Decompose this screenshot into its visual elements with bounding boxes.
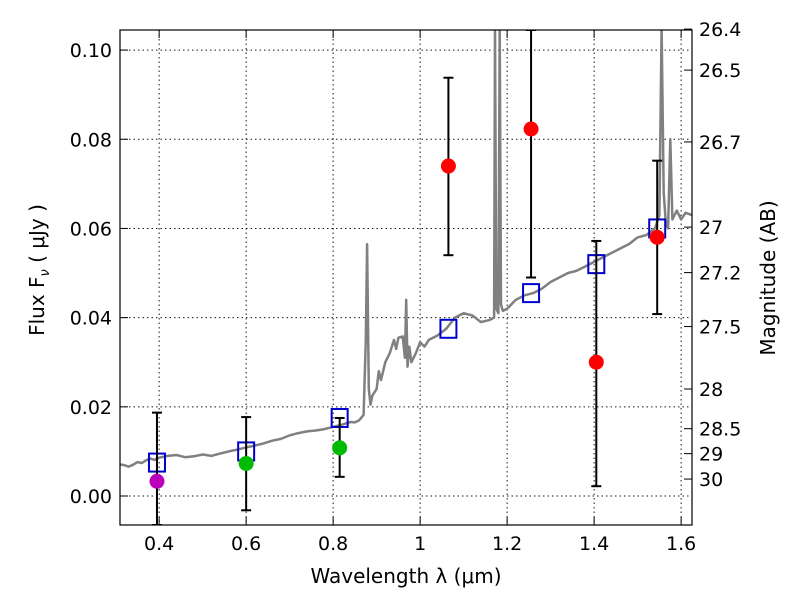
plot-area [120,30,692,525]
observed-point [523,121,539,137]
y-tick-label: 0.00 [70,486,112,508]
mag-tick-label: 27.2 [699,263,741,285]
x-tick-label: 1.2 [492,533,522,555]
mag-tick-label: 26.5 [699,60,741,82]
observed-point [440,158,456,174]
y-tick-label: 0.08 [70,129,112,151]
observed-point [649,229,665,245]
y2-axis-label: Magnitude (AB) [756,200,780,355]
mag-tick-label: 26.4 [699,19,741,41]
x-tick-label: 1.6 [666,533,696,555]
axes-frame [119,29,693,526]
mag-tick-label: 28.5 [699,419,741,441]
y-tick-label: 0.06 [70,218,112,240]
y-tick-label: 0.04 [70,308,112,330]
mag-tick-label: 29 [699,444,723,466]
mag-tick-label: 27.5 [699,317,741,339]
y-tick-label: 0.10 [70,40,112,62]
x-tick-label: 0.8 [318,533,348,555]
observed-point [332,440,348,456]
grid [120,30,692,525]
mag-tick-label: 28 [699,379,723,401]
x-tick-label: 1 [414,533,426,555]
observed-point [149,473,165,489]
x-tick-label: 1.4 [579,533,609,555]
mag-tick-label: 26.7 [699,132,741,154]
model-point [522,283,541,304]
observed-point [588,354,604,370]
x-axis-label: Wavelength λ (μm) [310,564,501,588]
model-point [439,318,458,339]
mag-tick-label: 27 [699,217,723,239]
y-axis-label: Flux Fν ( μJy ) [25,204,53,336]
mag-tick-label: 30 [699,469,723,491]
y-tick-label: 0.02 [70,397,112,419]
x-tick-label: 0.6 [231,533,261,555]
observed-point [238,455,254,471]
spectrum-line [120,30,692,468]
x-tick-label: 0.4 [144,533,174,555]
ticks: 0.4 0.6 0.8 1 1.2 1.4 1.6 0.00 0.02 0.04 0.06 0.08 0… [70,19,742,555]
